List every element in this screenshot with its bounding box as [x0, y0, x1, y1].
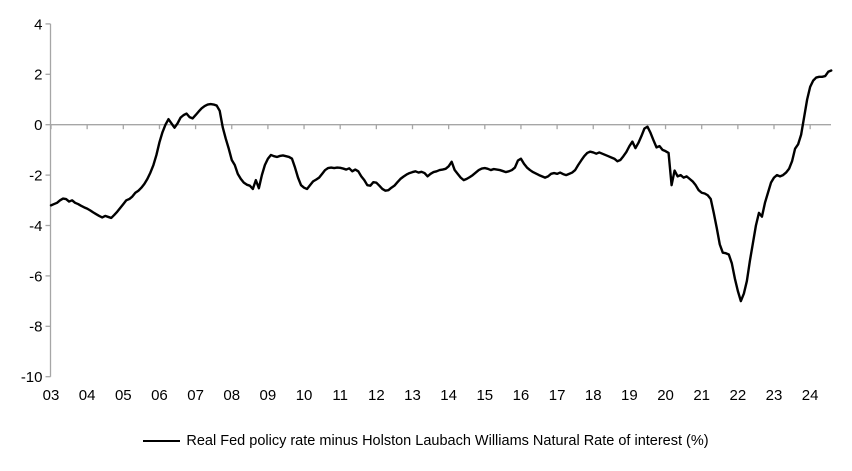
chart-canvas: 03 04 05 06 07 08 09 10 11 12 13 14 15 16 17 18 19 20 21 22…: [21, 16, 833, 404]
series-line: [49, 69, 833, 303]
y-tick-label: -4: [29, 218, 42, 235]
x-tick-label: 03: [43, 387, 60, 404]
x-tick-label: 13: [404, 387, 421, 404]
x-tick-label: 19: [621, 387, 638, 404]
x-tick-label: 16: [513, 387, 530, 404]
x-tick-label: 14: [440, 387, 457, 404]
legend-line-swatch: [143, 440, 181, 442]
x-tick-label: 22: [730, 387, 747, 404]
x-tick-label: 12: [368, 387, 385, 404]
x-tick-label: 21: [693, 387, 710, 404]
y-tick-label: 2: [34, 67, 42, 84]
line-chart: 03 04 05 06 07 08 09 10 11 12 13 14 15 16 17 18 19 20 21 22…: [21, 16, 833, 404]
x-axis-labels: 03 04 05 06 07 08 09 10 11 12 13 14 15 16 17 18 19 20 21 22…: [43, 387, 819, 404]
x-tick-label: 06: [151, 387, 168, 404]
x-tick-label: 20: [657, 387, 674, 404]
x-tick-label: 11: [332, 387, 348, 404]
x-tick-label: 24: [802, 387, 819, 404]
x-tick-label: 07: [187, 387, 204, 404]
x-tick-label: 18: [585, 387, 602, 404]
y-tick-label: -10: [21, 369, 43, 386]
y-tick-label: -6: [29, 268, 42, 285]
series-line-group: [49, 69, 833, 303]
x-tick-label: 17: [549, 387, 566, 404]
x-tick-label: 15: [476, 387, 493, 404]
x-tick-label: 05: [115, 387, 132, 404]
y-axis-labels: 4 2 0 -2 -4 -6 -8 -10: [21, 16, 43, 386]
y-axis: [45, 23, 52, 378]
y-tick-label: 0: [34, 117, 42, 134]
x-axis-ticks: [50, 124, 811, 130]
y-tick-label: 4: [34, 16, 42, 33]
x-tick-label: 23: [766, 387, 783, 404]
y-tick-label: -8: [29, 319, 42, 336]
legend: Real Fed policy rate minus Holston Lauba…: [0, 433, 852, 449]
x-tick-label: 10: [296, 387, 313, 404]
legend-label: Real Fed policy rate minus Holston Lauba…: [186, 433, 709, 449]
x-tick-label: 08: [223, 387, 240, 404]
y-tick-label: -2: [29, 168, 42, 185]
x-tick-label: 09: [260, 387, 277, 404]
x-tick-label: 04: [79, 387, 96, 404]
